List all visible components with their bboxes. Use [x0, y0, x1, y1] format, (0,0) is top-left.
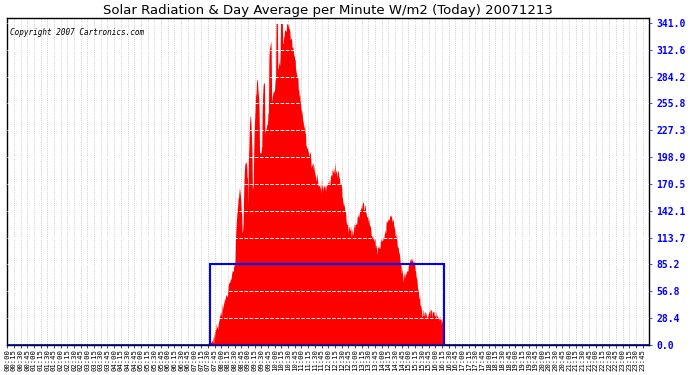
Text: Copyright 2007 Cartronics.com: Copyright 2007 Cartronics.com	[10, 28, 144, 37]
Title: Solar Radiation & Day Average per Minute W/m2 (Today) 20071213: Solar Radiation & Day Average per Minute…	[103, 4, 553, 17]
Bar	[210, 264, 444, 345]
